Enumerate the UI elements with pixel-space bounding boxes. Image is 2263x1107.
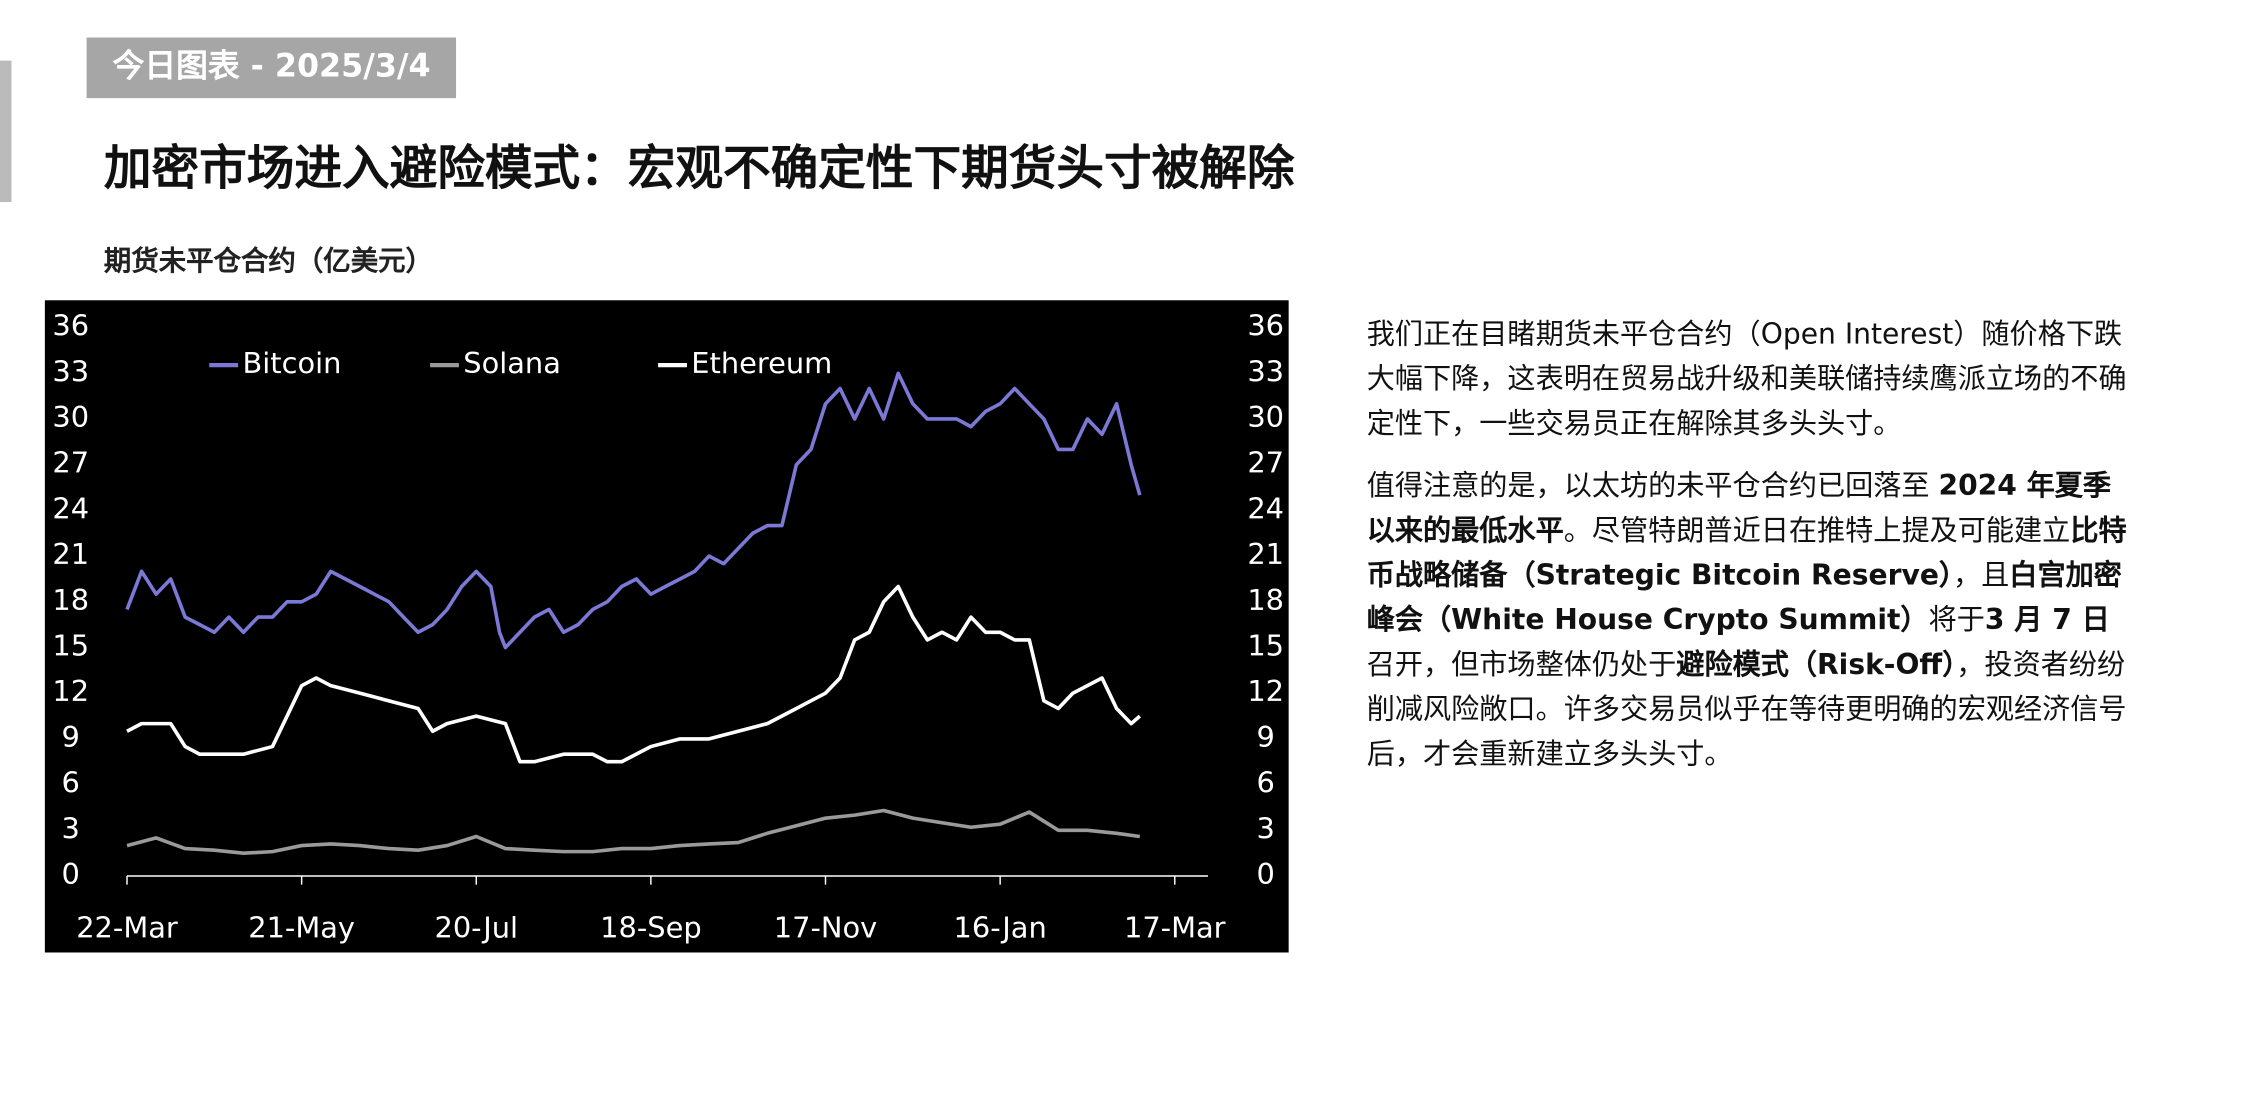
- y-tick-label: 27: [52, 446, 89, 480]
- y2-tick-label: 6: [1256, 766, 1274, 800]
- y-tick-label: 18: [52, 583, 89, 617]
- y2-tick-label: 27: [1247, 446, 1284, 480]
- y-tick-label: 21: [52, 537, 89, 571]
- x-tick-label: 22-Mar: [76, 910, 178, 944]
- text-run: ，且: [1952, 558, 2010, 592]
- y-tick-label: 9: [62, 720, 80, 754]
- y-tick-label: 3: [62, 811, 80, 845]
- text-run: 将于: [1928, 603, 1985, 637]
- y-tick-label: 33: [52, 354, 89, 388]
- bold-run: 2024 年夏季以来的最低水平: [1366, 469, 2112, 547]
- y-tick-label: 0: [62, 857, 80, 891]
- paragraph: 我们正在目睹期货未平仓合约（Open Interest）随价格下跌大幅下降，这表…: [1367, 312, 2129, 446]
- y-tick-label: 12: [52, 674, 89, 708]
- y2-tick-label: 18: [1247, 583, 1284, 617]
- y-tick-label: 6: [62, 766, 80, 800]
- text-run: 召开，但市场整体仍处于: [1366, 647, 1677, 682]
- subtitle: 期货未平仓合约（亿美元）: [103, 245, 433, 278]
- y-tick-label: 24: [52, 491, 89, 525]
- body-text: 我们正在目睹期货未平仓合约（Open Interest）随价格下跌大幅下降，这表…: [1367, 312, 2129, 794]
- series-line: [126, 584, 1142, 764]
- x-tick-label: 17-Nov: [774, 910, 877, 944]
- x-tick-label: 17-Mar: [1124, 910, 1226, 944]
- y2-tick-label: 12: [1247, 674, 1284, 708]
- y2-tick-label: 3: [1256, 811, 1274, 845]
- x-tick-label: 16-Jan: [954, 910, 1047, 944]
- tag: 今日图表 - 2025/3/4: [86, 37, 457, 99]
- legend-label: Solana: [463, 346, 561, 380]
- y2-tick-label: 36: [1247, 309, 1284, 343]
- legend-label: Ethereum: [691, 346, 832, 380]
- y2-tick-label: 15: [1247, 629, 1284, 663]
- x-tick-label: 18-Sep: [600, 910, 702, 944]
- text-run: 。尽管特朗普近日在推特上提及可能建立: [1563, 513, 2071, 547]
- y-tick-label: 30: [52, 400, 89, 434]
- bold-run: 比特币战略储备（Strategic Bitcoin Reserve）: [1366, 513, 2127, 592]
- y-tick-label: 36: [52, 309, 89, 343]
- y2-tick-label: 33: [1247, 354, 1284, 388]
- bold-run: 避险模式（Risk-Off）: [1676, 647, 1957, 682]
- text-run: 我们正在目睹期货未平仓合约（Open Interest）随价格下跌大幅下降，这表…: [1366, 317, 2127, 441]
- y-tick-label: 15: [52, 629, 89, 663]
- accent-bar: [0, 60, 12, 203]
- paragraph: 值得注意的是，以太坊的未平仓合约已回落至 2024 年夏季以来的最低水平。尽管特…: [1367, 463, 2129, 776]
- series-line: [125, 371, 1142, 650]
- y2-tick-label: 0: [1256, 857, 1274, 891]
- y2-tick-label: 24: [1247, 491, 1284, 525]
- x-tick-label: 21-May: [248, 910, 355, 944]
- text-run: ，投资者纷纷削减风险敞口。许多交易员似乎在等待更明确的宏观经济信号后，才会重新建…: [1366, 647, 2127, 771]
- bold-run: 白宫加密峰会（White House Crypto Summit）: [1366, 558, 2122, 637]
- y2-tick-label: 9: [1256, 720, 1274, 754]
- chart-bg: [44, 300, 1289, 953]
- y2-tick-label: 30: [1247, 400, 1284, 434]
- text-run: 值得注意的是，以太坊的未平仓合约已回落至: [1366, 469, 1939, 503]
- bold-run: 3 月 7 日: [1984, 603, 2110, 637]
- legend-label: Bitcoin: [242, 346, 341, 380]
- title: 加密市场进入避险模式：宏观不确定性下期货头寸被解除: [103, 139, 1295, 197]
- y2-tick-label: 21: [1247, 537, 1284, 571]
- series-line: [126, 808, 1141, 856]
- x-tick-label: 20-Jul: [434, 910, 518, 944]
